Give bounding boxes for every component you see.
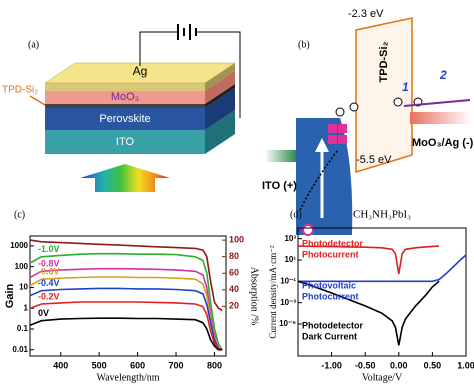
y2-tick-label: 40 (229, 284, 239, 294)
y-axis-title: Current density/mA·cm⁻² (268, 245, 278, 338)
series-label: -0.6V (38, 267, 60, 277)
y-tick-label: 0.1 (17, 324, 29, 333)
y-tick-label: 0.01 (12, 345, 28, 354)
y-tick-label: 1000 (10, 241, 28, 250)
layer-side (205, 84, 235, 108)
series-line (297, 280, 440, 346)
energy-label: -5.5 eV (356, 154, 392, 166)
ag-front (45, 83, 205, 91)
y-axis-title: Gain (4, 283, 16, 308)
series-line (29, 239, 223, 312)
x-tick-label: 1.00 (457, 360, 474, 370)
y-tick-label: 10³ (284, 234, 296, 243)
y2-tick-label: 20 (229, 301, 239, 311)
ag-layer (44, 62, 236, 84)
y-tick-label: 1 (24, 303, 29, 312)
series-line (297, 245, 440, 275)
layer-label: ITO (+) (262, 180, 297, 192)
wire (196, 31, 241, 118)
y-tick-label: 10¹ (284, 255, 296, 264)
tpd-layer (45, 104, 205, 108)
series-label: -0.2V (38, 291, 60, 301)
series-line (298, 254, 467, 283)
annotation: Dark Current (302, 331, 357, 341)
y-tick-label: 10 (19, 283, 28, 292)
y-tick-label: 100 (15, 262, 29, 271)
x-tick-label: 0.50 (424, 360, 442, 370)
layer-label: TPD-Si₂ (378, 41, 390, 82)
arrow (315, 138, 329, 152)
annotation: Photocurrent (302, 249, 359, 259)
annotation: Photocurrent (302, 291, 359, 301)
ito-layer (45, 130, 205, 154)
device-diagram: (a) Ag MoO₃ Perovskite ITO TPD-Si₂ (2, 24, 241, 192)
layer-label: Perovskite (99, 113, 150, 125)
y2-tick-label: 80 (229, 251, 239, 261)
layer-side (205, 88, 235, 130)
x-tick-label: 700 (169, 360, 184, 370)
moo3-layer (45, 91, 205, 104)
pointer (29, 95, 46, 106)
electrons (335, 97, 423, 117)
series-line (29, 252, 223, 351)
chart-title: CH₃NH₃PbI₃ (353, 209, 411, 221)
wire (139, 31, 178, 66)
ito-level (265, 150, 296, 162)
x-tick-label: 500 (92, 360, 107, 370)
series-line (29, 301, 223, 351)
layer-label: MoO₃/Ag (-) (412, 137, 474, 149)
series-label: 0V (38, 308, 49, 318)
series-label: -1.0V (38, 244, 60, 254)
energy-diagram: (b) -2.3 eV TPD-Si₂ 1 2 MoO₃/Ag (-) -5.5… (262, 8, 474, 236)
light-arrow (80, 164, 170, 192)
perovskite-band (296, 118, 353, 235)
layer-label: Ag (133, 64, 148, 78)
y-tick-label: 10⁻¹ (280, 276, 296, 285)
x-tick-label: 600 (130, 360, 145, 370)
y2-tick-label: 60 (229, 268, 239, 278)
annotation: Photodetector (302, 238, 363, 248)
annotation: Photodetector (302, 320, 363, 330)
layer-label: MoO₃ (111, 91, 139, 103)
y-tick-label: 10⁻³ (280, 298, 296, 307)
series-label: -0.4V (38, 278, 60, 288)
plot-frame (29, 235, 227, 357)
layer-label: TPD-Si₂ (2, 85, 38, 96)
y2-tick-label: 100 (229, 235, 244, 245)
layer-side (205, 110, 235, 154)
panel-label: (d) (290, 209, 302, 220)
series-line (29, 317, 223, 351)
x-tick-label: 800 (207, 360, 222, 370)
step-label: 1 (402, 80, 409, 94)
hole (302, 224, 314, 236)
series-line (29, 287, 223, 351)
x-axis-title: Wavelength/nm (96, 372, 159, 383)
panel-label: (a) (28, 39, 39, 50)
y2-axis-title: Absorption /% (249, 267, 260, 326)
step-label: 2 (439, 68, 447, 82)
arrow (299, 149, 339, 211)
series-label: -0.8V (38, 259, 60, 269)
perovskite-layer (45, 108, 205, 130)
holes (328, 124, 347, 144)
x-tick-label: -1.00 (321, 360, 342, 370)
x-tick-label: -0.50 (355, 360, 376, 370)
layer-side (205, 63, 235, 91)
layer-side (205, 71, 235, 104)
y-tick-label: 10⁻⁵ (279, 319, 296, 328)
anode-level (410, 112, 472, 124)
arrow (403, 99, 471, 107)
x-axis-title: Voltage/V (362, 372, 403, 383)
panel-label: (c) (14, 209, 25, 220)
annotation: Photovoltaic (302, 280, 356, 290)
layer-label: ITO (116, 136, 135, 148)
plot-frame (297, 227, 467, 357)
x-tick-label: 400 (53, 360, 68, 370)
panel-label: (b) (298, 39, 310, 50)
energy-label: -2.3 eV (348, 8, 384, 20)
tpd-level (355, 17, 413, 174)
x-tick-label: 0.00 (390, 360, 408, 370)
